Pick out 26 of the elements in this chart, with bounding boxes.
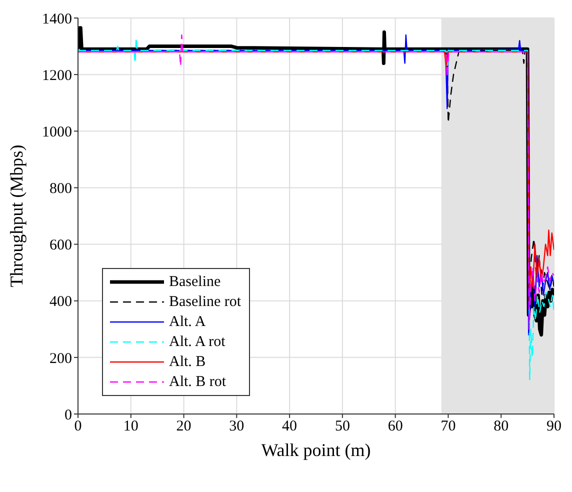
x-axis-title: Walk point (m) bbox=[261, 440, 371, 460]
x-tick-label: 80 bbox=[494, 418, 509, 435]
x-tick-label: 10 bbox=[123, 418, 138, 435]
legend-label: Alt. A rot bbox=[169, 333, 226, 352]
y-tick-label: 1200 bbox=[42, 68, 72, 84]
legend-label: Alt. B rot bbox=[169, 373, 226, 392]
legend-label: Alt. B bbox=[169, 353, 206, 372]
legend-label: Baseline rot bbox=[169, 293, 242, 312]
x-tick-label: 0 bbox=[74, 418, 82, 435]
x-tick-label: 60 bbox=[388, 418, 403, 435]
x-tick-label: 20 bbox=[176, 418, 192, 435]
y-axis-title: Throughput (Mbps) bbox=[6, 144, 26, 288]
y-tick-label: 600 bbox=[50, 238, 72, 254]
x-tick-label: 50 bbox=[334, 418, 350, 435]
y-tick-label: 400 bbox=[50, 294, 72, 310]
y-tick-label: 1000 bbox=[42, 124, 72, 140]
y-tick-label: 800 bbox=[50, 181, 72, 198]
legend-label: Alt. A bbox=[169, 313, 206, 332]
y-tick-label: 0 bbox=[64, 407, 72, 424]
x-tick-label: 90 bbox=[546, 418, 562, 435]
y-tick-label: 200 bbox=[50, 350, 72, 367]
x-tick-label: 40 bbox=[282, 418, 298, 435]
legend-label: Baseline bbox=[169, 273, 221, 292]
y-tick-label: 1400 bbox=[42, 11, 72, 28]
x-tick-label: 70 bbox=[440, 418, 456, 435]
x-tick-label: 30 bbox=[229, 418, 244, 435]
